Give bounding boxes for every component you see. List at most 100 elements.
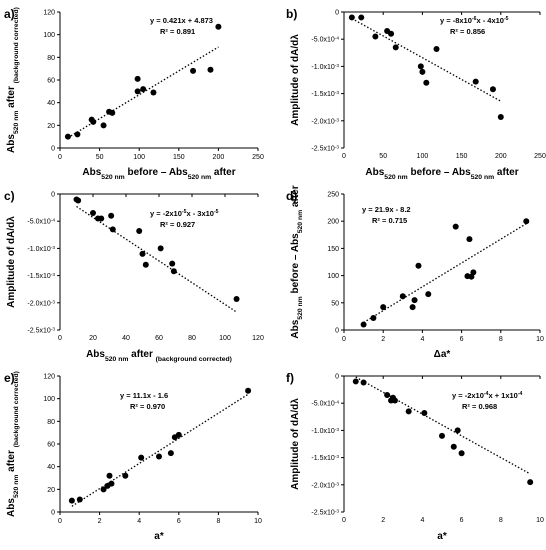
- y-axis-label: Abs520 nm before – Abs520 nm after: [290, 185, 304, 338]
- y-tick-label: 60: [47, 442, 55, 449]
- x-axis-label: a*: [154, 531, 164, 542]
- y-tick-label: 50: [331, 300, 339, 307]
- x-tick-label: 4: [420, 517, 424, 524]
- y-tick-label: -1.5x10-3: [311, 454, 339, 463]
- y-tick-label: 20: [47, 487, 55, 494]
- x-axis-label: Δa*: [434, 349, 451, 360]
- y-tick-label: 40: [47, 100, 55, 107]
- data-point: [423, 79, 430, 86]
- x-tick-label: 10: [536, 336, 544, 343]
- data-point: [108, 212, 115, 219]
- x-tick-label: 0: [58, 335, 62, 342]
- data-point: [75, 197, 82, 204]
- x-tick-label: 60: [155, 335, 163, 342]
- data-point: [64, 133, 71, 140]
- data-point: [415, 262, 422, 269]
- data-point: [527, 479, 534, 486]
- data-point: [98, 215, 105, 222]
- chart-panel: f) 0 2 4 6 8 10 -2.5x10-3 -2.0x10-3 -1.5x10-3 -1.0…: [286, 371, 544, 542]
- data-point: [450, 443, 457, 450]
- x-tick-label: 0: [342, 336, 346, 343]
- trend-line: [351, 17, 502, 102]
- x-tick-label: 8: [499, 517, 503, 524]
- data-point: [233, 295, 240, 302]
- trend-equation: y = -2x10-5x - 3x10-5: [150, 209, 219, 218]
- x-tick-label: 6: [460, 336, 464, 343]
- data-point: [215, 23, 222, 30]
- data-point: [150, 89, 157, 96]
- r-squared-label: R² = 0.927: [160, 220, 195, 229]
- y-tick-label: 60: [47, 78, 55, 85]
- x-tick-label: 0: [58, 518, 62, 525]
- y-tick-label: 0: [51, 510, 55, 517]
- r-squared-label: R² = 0.968: [462, 402, 497, 411]
- data-point: [452, 223, 459, 230]
- x-tick-label: 50: [379, 153, 387, 160]
- x-tick-label: 100: [417, 153, 429, 160]
- data-point: [74, 131, 81, 138]
- data-point: [439, 432, 445, 439]
- data-point: [136, 227, 143, 234]
- data-point: [169, 260, 176, 267]
- r-squared-label: R² = 0.891: [160, 27, 195, 36]
- y-axis-label: Amplitude of dA/dλ: [6, 216, 17, 308]
- data-point: [76, 496, 83, 503]
- x-axis-label: Abs520 nm before – Abs520 nm after: [82, 167, 235, 181]
- y-tick-label: 80: [47, 419, 55, 426]
- data-point: [523, 218, 530, 225]
- y-tick-label: 0: [335, 328, 339, 335]
- y-axis-label: Amplitude of dA/dλ: [290, 34, 301, 126]
- data-point: [419, 68, 426, 75]
- data-point: [348, 14, 355, 21]
- data-point: [207, 66, 214, 73]
- x-tick-label: 6: [177, 518, 181, 525]
- r-squared-label: R² = 0.715: [372, 216, 407, 225]
- x-tick-label: 150: [456, 153, 468, 160]
- data-point: [100, 122, 107, 129]
- y-tick-label: 120: [43, 10, 55, 17]
- data-point: [245, 387, 252, 394]
- data-point: [68, 497, 75, 504]
- data-point: [360, 379, 367, 386]
- data-point: [108, 480, 115, 487]
- data-point: [358, 14, 365, 21]
- x-tick-label: 120: [252, 335, 264, 342]
- data-point: [138, 454, 145, 461]
- data-point: [109, 109, 116, 116]
- data-point: [90, 210, 96, 217]
- x-axis-label: Abs520 nm before – Abs520 nm after: [365, 167, 518, 181]
- x-tick-label: 0: [342, 517, 346, 524]
- panel-label: c): [4, 189, 15, 203]
- y-tick-label: 100: [43, 396, 55, 403]
- y-axis-label: Abs520 nm after (background corrected): [6, 7, 20, 153]
- y-tick-label: -2.0x10-3: [27, 299, 55, 308]
- panel-label: d): [286, 189, 297, 203]
- x-tick-label: 250: [252, 154, 264, 161]
- r-squared-label: R² = 0.970: [130, 402, 165, 411]
- x-tick-label: 100: [133, 154, 145, 161]
- y-tick-label: -2.0x10-3: [311, 117, 339, 126]
- y-tick-label: 80: [47, 55, 55, 62]
- y-tick-label: 20: [47, 123, 55, 130]
- data-point: [170, 268, 177, 275]
- y-axis-label: Abs520 nm after (background corrected): [6, 371, 20, 517]
- chart-panel: c) 0 20 40 60 80 100 120 -2.5x10-3 -2.0x10-3 -1.5x…: [4, 189, 264, 363]
- data-point: [142, 261, 149, 268]
- data-point: [392, 44, 399, 51]
- x-tick-label: 200: [213, 154, 225, 161]
- data-point: [90, 118, 97, 125]
- trend-line: [363, 223, 527, 324]
- x-tick-label: 0: [342, 153, 346, 160]
- data-point: [466, 236, 473, 243]
- panel-label: f): [286, 371, 294, 385]
- panel-label: b): [286, 7, 297, 21]
- y-tick-label: 100: [327, 273, 339, 280]
- data-point: [399, 293, 406, 300]
- data-point: [134, 75, 141, 82]
- y-tick-label: 0: [51, 192, 55, 199]
- data-point: [352, 378, 359, 385]
- trend-line: [71, 393, 249, 507]
- data-point: [489, 86, 496, 93]
